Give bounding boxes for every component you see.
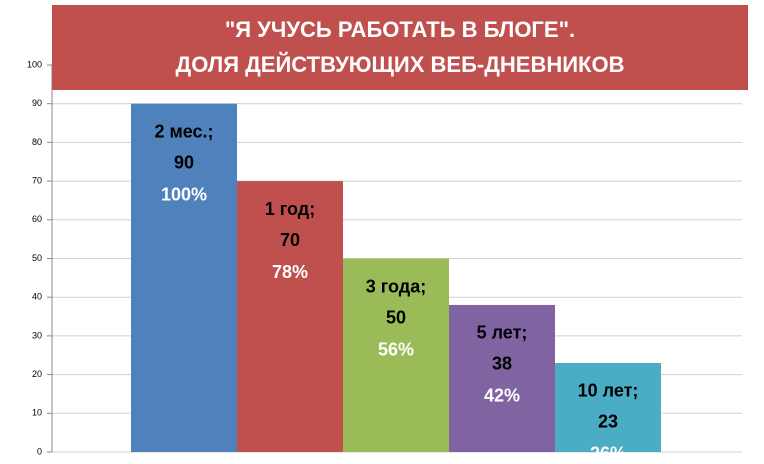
y-tick-label: 60 — [32, 214, 42, 224]
bar-category-label: 10 лет; — [578, 381, 639, 401]
bar — [343, 258, 449, 452]
bar-share-label: 56% — [378, 339, 414, 359]
y-tick-label: 0 — [37, 446, 42, 456]
bar — [131, 103, 237, 452]
bar-value-label: 38 — [492, 354, 512, 374]
title-box — [52, 5, 748, 90]
bar-value-label: 23 — [598, 412, 618, 432]
bar-category-label: 1 год; — [265, 199, 315, 219]
y-tick-label: 90 — [32, 98, 42, 108]
y-tick-label: 100 — [27, 59, 42, 69]
bar-share-label: 26% — [590, 444, 626, 464]
y-tick-label: 30 — [32, 330, 42, 340]
bar-value-label: 90 — [174, 152, 194, 172]
bar — [449, 304, 555, 452]
bar-share-label: 42% — [484, 386, 520, 406]
bar-category-label: 3 года; — [366, 276, 426, 296]
bar-value-label: 70 — [280, 230, 300, 250]
y-tick-label: 40 — [32, 292, 42, 302]
bar-value-label: 50 — [386, 307, 406, 327]
bar-category-label: 5 лет; — [477, 323, 528, 343]
bar-share-label: 78% — [272, 262, 308, 282]
bar-category-label: 2 мес.; — [154, 121, 213, 141]
y-tick-label: 50 — [32, 253, 42, 263]
bar — [237, 181, 343, 452]
y-tick-label: 70 — [32, 175, 42, 185]
bar-share-label: 100% — [161, 184, 207, 204]
chart-subtitle: ДОЛЯ ДЕЙСТВУЮЩИХ ВЕБ-ДНЕВНИКОВ — [176, 52, 625, 77]
y-tick-label: 20 — [32, 369, 42, 379]
chart-title: "Я УЧУСЬ РАБОТАТЬ В БЛОГЕ". — [225, 17, 575, 42]
y-tick-label: 10 — [32, 408, 42, 418]
y-tick-label: 80 — [32, 137, 42, 147]
bar — [555, 362, 661, 452]
